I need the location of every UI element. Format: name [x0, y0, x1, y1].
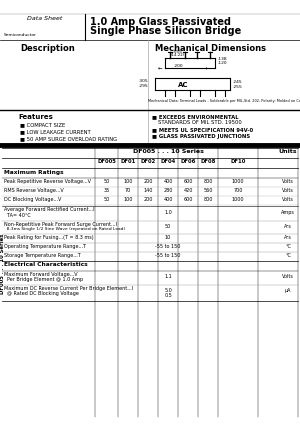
Text: 200: 200: [143, 179, 153, 184]
Text: Maximum Ratings: Maximum Ratings: [4, 170, 64, 175]
Text: Features: Features: [18, 114, 53, 120]
Text: 800: 800: [203, 197, 213, 202]
Text: Volts: Volts: [282, 179, 294, 184]
Text: TA= 40°C: TA= 40°C: [4, 213, 31, 218]
Text: Storage Temperature Range...T: Storage Temperature Range...T: [4, 253, 81, 258]
Text: .245: .245: [233, 80, 243, 84]
Text: A²s: A²s: [284, 224, 292, 229]
Text: ←: ←: [158, 65, 163, 70]
Text: DF08: DF08: [200, 159, 216, 164]
Text: DF10: DF10: [230, 159, 246, 164]
Text: 1.0 Amp Glass Passivated: 1.0 Amp Glass Passivated: [90, 17, 231, 27]
Text: 0.5: 0.5: [164, 293, 172, 298]
Text: 100: 100: [123, 179, 133, 184]
Text: 1000: 1000: [232, 179, 244, 184]
Text: Peak Rating for Fusing...(T = 8.3 ms): Peak Rating for Fusing...(T = 8.3 ms): [4, 235, 94, 240]
Text: .555: .555: [173, 50, 183, 54]
Text: .305: .305: [138, 79, 148, 83]
Text: Volts: Volts: [282, 274, 294, 279]
Text: .295: .295: [138, 84, 148, 88]
Text: .120: .120: [218, 61, 228, 65]
Text: Amps: Amps: [281, 210, 295, 215]
Text: Volts: Volts: [282, 188, 294, 193]
Text: 420: 420: [183, 188, 193, 193]
Text: 700: 700: [233, 188, 243, 193]
Text: 50: 50: [165, 224, 171, 229]
Text: Mechanical Dimensions: Mechanical Dimensions: [155, 44, 266, 53]
Text: -55 to 150: -55 to 150: [155, 244, 181, 249]
Text: DF005 . . . 10 Series: DF005 . . . 10 Series: [133, 149, 203, 154]
Text: 400: 400: [163, 179, 173, 184]
Text: ■ MEETS UL SPECIFICATION 94V-0: ■ MEETS UL SPECIFICATION 94V-0: [152, 127, 253, 132]
Text: 10: 10: [165, 235, 171, 240]
Text: µA: µA: [285, 288, 291, 293]
Text: 50: 50: [103, 179, 109, 184]
Text: RMS Reverse Voltage...V: RMS Reverse Voltage...V: [4, 188, 64, 193]
Text: ■ COMPACT SIZE: ■ COMPACT SIZE: [20, 122, 65, 127]
Text: °C: °C: [285, 253, 291, 258]
Text: DF005 . . . 10 Series: DF005 . . . 10 Series: [1, 233, 5, 294]
Text: 5.0: 5.0: [164, 288, 172, 293]
Text: DF005: DF005: [97, 159, 116, 164]
Text: Maximum DC Reverse Current Per Bridge Element...I: Maximum DC Reverse Current Per Bridge El…: [4, 286, 133, 291]
Text: 50: 50: [103, 197, 109, 202]
Text: STANDARDS OF MIL STD. 19500: STANDARDS OF MIL STD. 19500: [158, 120, 242, 125]
Text: Electrical Characteristics: Electrical Characteristics: [4, 262, 88, 267]
Text: .138: .138: [218, 57, 228, 61]
Text: 70: 70: [125, 188, 131, 193]
Text: 1.1: 1.1: [164, 274, 172, 279]
Text: DC Blocking Voltage...V: DC Blocking Voltage...V: [4, 197, 61, 202]
Text: (14.22): (14.22): [171, 53, 185, 57]
Text: Average Forward Rectified Current...I: Average Forward Rectified Current...I: [4, 207, 94, 212]
Text: FCI: FCI: [5, 17, 25, 27]
Text: @ Rated DC Blocking Voltage: @ Rated DC Blocking Voltage: [4, 291, 79, 296]
Text: °C: °C: [285, 244, 291, 249]
Text: Single Phase Silicon Bridge: Single Phase Silicon Bridge: [90, 26, 241, 36]
Text: A²s: A²s: [284, 235, 292, 240]
Text: 1000: 1000: [232, 197, 244, 202]
Text: 800: 800: [203, 179, 213, 184]
Text: AC: AC: [178, 82, 188, 88]
Text: Non-Repetitive Peak Forward Surge Current...I: Non-Repetitive Peak Forward Surge Curren…: [4, 222, 117, 227]
Text: DF04: DF04: [160, 159, 175, 164]
Text: 400: 400: [163, 197, 173, 202]
Text: 600: 600: [183, 197, 193, 202]
Text: D: D: [41, 63, 48, 72]
Text: 200: 200: [143, 197, 153, 202]
Text: Description: Description: [20, 44, 75, 53]
Text: ■ LOW LEAKAGE CURRENT: ■ LOW LEAKAGE CURRENT: [20, 129, 91, 134]
Text: ■ EXCEEDS ENVIRONMENTAL: ■ EXCEEDS ENVIRONMENTAL: [152, 114, 238, 119]
Text: ■ 50 AMP SURGE OVERLOAD RATING: ■ 50 AMP SURGE OVERLOAD RATING: [20, 136, 117, 141]
Text: 560: 560: [203, 188, 213, 193]
Text: Semiconductor: Semiconductor: [4, 33, 37, 37]
Text: 8.3ms Single 1/2 Sine Wave (repeated on Rated Load): 8.3ms Single 1/2 Sine Wave (repeated on …: [4, 227, 125, 231]
Text: DF06: DF06: [180, 159, 196, 164]
Text: -55 to 150: -55 to 150: [155, 253, 181, 258]
Text: .200: .200: [173, 64, 183, 68]
Text: Mechanical Data: Terminal Leads - Solderable per MIL-Std. 202, Polarity: Molded : Mechanical Data: Terminal Leads - Solder…: [148, 99, 300, 103]
Text: DF01: DF01: [120, 159, 136, 164]
Text: Operating Temperature Range...T: Operating Temperature Range...T: [4, 244, 86, 249]
Text: DF02: DF02: [140, 159, 156, 164]
Text: 280: 280: [163, 188, 173, 193]
Text: Maximum Forward Voltage...V: Maximum Forward Voltage...V: [4, 272, 78, 277]
Text: Units: Units: [279, 149, 297, 154]
Text: Data Sheet: Data Sheet: [27, 16, 62, 21]
Text: Volts: Volts: [282, 197, 294, 202]
Text: Per Bridge Element @ 1.0 Amp: Per Bridge Element @ 1.0 Amp: [4, 277, 83, 282]
Text: 100: 100: [123, 197, 133, 202]
Text: Peak Repetitive Reverse Voltage...V: Peak Repetitive Reverse Voltage...V: [4, 179, 91, 184]
Text: 140: 140: [143, 188, 153, 193]
Text: .255: .255: [233, 85, 243, 89]
Text: 600: 600: [183, 179, 193, 184]
Text: 35: 35: [103, 188, 109, 193]
Text: ■ GLASS PASSIVATED JUNCTIONS: ■ GLASS PASSIVATED JUNCTIONS: [152, 134, 250, 139]
Text: 1.0: 1.0: [164, 210, 172, 215]
Text: →: →: [203, 65, 208, 70]
